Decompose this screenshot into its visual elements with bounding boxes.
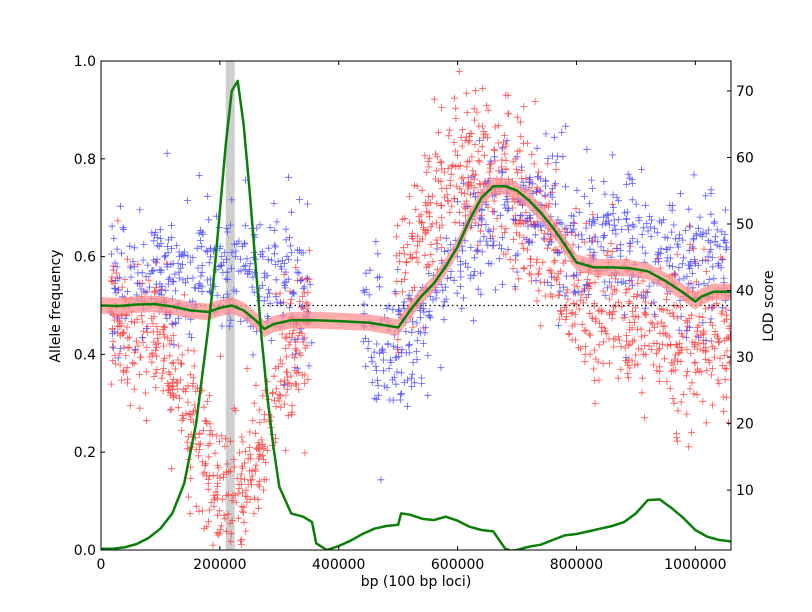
scatter-series-1: [106, 68, 731, 549]
y2-tick-label: 40: [736, 284, 754, 300]
plot-frame: [100, 60, 732, 551]
y-axis-label: Allele frequency: [48, 249, 64, 362]
y2-tick-label: 50: [736, 217, 754, 233]
y2-tick-label: 30: [736, 350, 754, 366]
x-tick-label: 0: [97, 557, 106, 573]
x-tick-label: 600000: [431, 557, 484, 573]
scatter-series-2: [107, 122, 731, 484]
x-tick-label: 800000: [550, 557, 603, 573]
x-tick-label: 1000000: [664, 557, 726, 573]
y-tick-label: 0.0: [74, 543, 96, 559]
y-tick-label: 0.2: [74, 445, 96, 461]
x-axis-label: bp (100 bp loci): [361, 574, 472, 590]
x-tick-label: 200000: [193, 557, 246, 573]
scatter-points-2: [107, 122, 731, 484]
y2-tick-label: 70: [736, 84, 754, 100]
y2-tick-label: 10: [736, 483, 754, 499]
y-tick-label: 0.4: [74, 347, 96, 363]
allele-trend-line: [101, 184, 731, 331]
scatter-points-1: [106, 68, 731, 549]
y-tick-label: 0.8: [74, 152, 96, 168]
y2-axis-label: LOD score: [761, 270, 777, 341]
lod-curve: [101, 79, 731, 550]
y-tick-label: 0.6: [74, 250, 96, 266]
y2-tick-label: 20: [736, 417, 754, 433]
allele-trend-band: [101, 177, 731, 338]
y2-tick-label: 60: [736, 150, 754, 166]
x-tick-label: 400000: [312, 557, 365, 573]
y-tick-label: 1.0: [74, 54, 96, 70]
